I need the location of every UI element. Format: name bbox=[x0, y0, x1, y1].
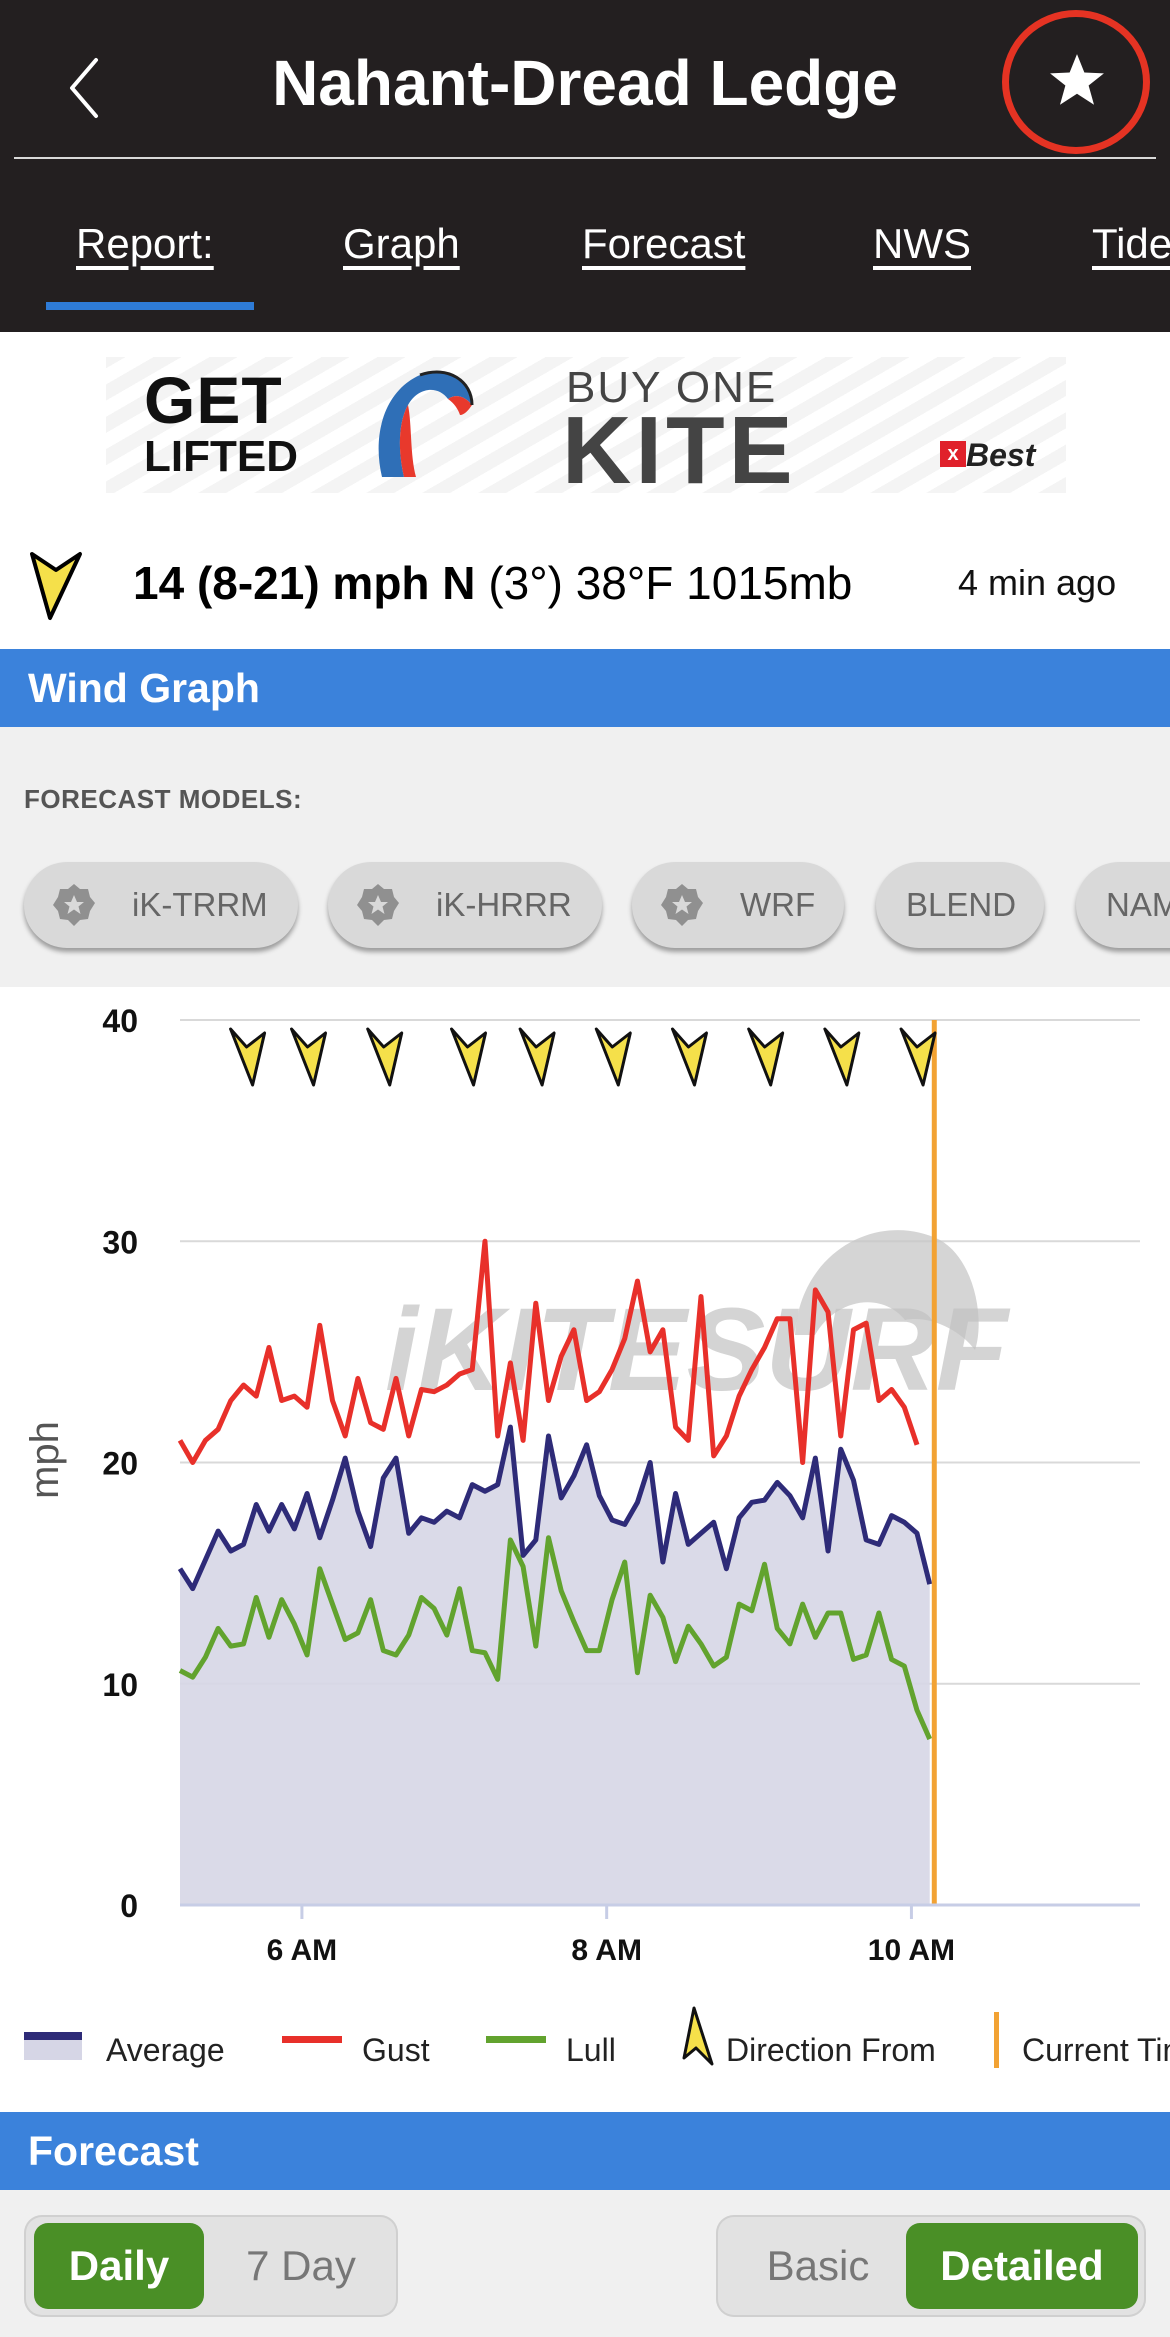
ad-banner[interactable]: GET LIFTED BUY ONE KITE x Best bbox=[106, 357, 1066, 493]
average-swatch bbox=[24, 2040, 82, 2060]
x-axis: 6 AM 8 AM 10 AM bbox=[180, 1903, 1140, 1967]
tab-forecast[interactable]: Forecast bbox=[582, 220, 746, 267]
legend-current-time[interactable]: Current Time bbox=[994, 2012, 1170, 2068]
legend-label: Gust bbox=[362, 2032, 430, 2068]
model-chip-blend[interactable]: BLEND bbox=[876, 862, 1044, 948]
y-tick-label: 30 bbox=[102, 1224, 138, 1260]
wind-speed: 14 (8-21) mph N bbox=[133, 557, 476, 609]
x-tick-label: 6 AM bbox=[267, 1934, 338, 1967]
star-icon bbox=[1050, 54, 1104, 105]
brand-logo: Best bbox=[966, 437, 1036, 473]
active-tab-indicator bbox=[46, 302, 254, 310]
wind-graph-header: Wind Graph bbox=[0, 649, 1170, 727]
header-divider bbox=[14, 157, 1156, 159]
app-header: Nahant-Dread Ledge Report: Graph Forecas… bbox=[0, 0, 1170, 332]
section-title: Forecast bbox=[28, 2128, 199, 2174]
wind-details: (3°) 38°F 1015mb bbox=[488, 557, 853, 609]
legend-label: Current Time bbox=[1022, 2032, 1170, 2068]
badge-star-icon bbox=[357, 884, 399, 926]
direction-arrow bbox=[518, 1027, 556, 1087]
direction-arrow bbox=[670, 1027, 708, 1087]
detail-toggle: Basic Detailed bbox=[716, 2215, 1146, 2317]
series-lines bbox=[177, 1238, 933, 1741]
tab-tide[interactable]: Tide bbox=[1092, 220, 1170, 267]
y-tick-label: 10 bbox=[102, 1667, 138, 1703]
brand-logo-mark: x bbox=[940, 441, 966, 467]
x-tick-label: 8 AM bbox=[571, 1934, 642, 1967]
lull-line bbox=[178, 1535, 933, 1741]
legend-label: Direction From bbox=[726, 2032, 936, 2068]
back-button[interactable] bbox=[52, 48, 124, 128]
legend-label: Average bbox=[106, 2032, 225, 2068]
legend: Average Gust Lull Direction From Current… bbox=[24, 2006, 1170, 2068]
detailed-button[interactable]: Detailed bbox=[906, 2223, 1138, 2309]
gust-line bbox=[282, 2036, 342, 2043]
ad-offer-product: KITE bbox=[562, 397, 797, 494]
current-time-line bbox=[994, 2012, 999, 2068]
chevron-left-icon bbox=[70, 58, 98, 118]
y-tick-label: 0 bbox=[120, 1888, 138, 1924]
direction-arrow bbox=[899, 1027, 937, 1087]
legend-lull[interactable]: Lull bbox=[486, 2032, 616, 2068]
direction-arrow bbox=[823, 1027, 861, 1087]
legend-gust[interactable]: Gust bbox=[282, 2032, 430, 2068]
average-swatch-line bbox=[24, 2032, 82, 2040]
model-chip-nam[interactable]: NAM bbox=[1076, 862, 1170, 948]
direction-arrow bbox=[747, 1027, 785, 1087]
period-toggle: Daily 7 Day bbox=[24, 2215, 398, 2317]
chip-label: WRF bbox=[740, 886, 816, 923]
chip-label: NAM bbox=[1106, 886, 1170, 923]
y-tick-label: 40 bbox=[102, 1003, 138, 1039]
badge-star-icon bbox=[661, 884, 703, 926]
legend-average[interactable]: Average bbox=[24, 2032, 225, 2068]
models-label: FORECAST MODELS: bbox=[24, 784, 303, 814]
y-tick-labels: 0 10 20 30 40 bbox=[102, 1003, 138, 1924]
chip-label: iK-TRRM bbox=[132, 886, 268, 923]
model-chip-ik-trrm[interactable]: iK-TRRM bbox=[24, 862, 298, 948]
model-chip-ik-hrrr[interactable]: iK-HRRR bbox=[328, 862, 602, 948]
x-tick-label: 10 AM bbox=[868, 1934, 955, 1967]
direction-arrow bbox=[594, 1027, 632, 1087]
average-line bbox=[177, 1424, 933, 1592]
legend-direction[interactable]: Direction From bbox=[682, 2006, 936, 2068]
direction-arrow bbox=[229, 1027, 267, 1087]
wind-direction-icon bbox=[30, 552, 82, 620]
page-title: Nahant-Dread Ledge bbox=[272, 47, 898, 119]
tab-report[interactable]: Report: bbox=[76, 220, 214, 267]
y-axis-label: mph bbox=[23, 1421, 67, 1499]
ad-headline: GET bbox=[144, 363, 283, 437]
badge-star-icon bbox=[53, 884, 95, 926]
series-area bbox=[180, 1427, 930, 1905]
model-chip-wrf[interactable]: WRF bbox=[632, 862, 844, 948]
y-tick-label: 20 bbox=[102, 1446, 138, 1482]
kite-icon bbox=[378, 370, 474, 477]
direction-arrow bbox=[290, 1027, 328, 1087]
ad-subheadline: LIFTED bbox=[144, 432, 298, 481]
updated-time: 4 min ago bbox=[958, 562, 1117, 603]
average-area bbox=[180, 1427, 930, 1905]
direction-arrow bbox=[450, 1027, 488, 1087]
forecast-models: FORECAST MODELS: iK-TRRM iK-HRRR WRF BLE… bbox=[0, 727, 1170, 987]
section-title: Wind Graph bbox=[28, 665, 260, 711]
chip-label: iK-HRRR bbox=[436, 886, 572, 923]
direction-arrow bbox=[366, 1027, 404, 1087]
current-conditions: 14 (8-21) mph N (3°) 38°F 1015mb bbox=[133, 550, 852, 616]
lull-line bbox=[486, 2036, 546, 2043]
tab-graph[interactable]: Graph bbox=[343, 220, 460, 267]
legend-label: Lull bbox=[566, 2032, 616, 2068]
direction-arrows bbox=[229, 1027, 937, 1087]
favorite-button[interactable] bbox=[1002, 10, 1150, 154]
direction-arrow-icon bbox=[682, 2006, 714, 2066]
forecast-header: Forecast bbox=[0, 2112, 1170, 2190]
daily-button[interactable]: Daily bbox=[34, 2223, 204, 2309]
gust-line bbox=[177, 1238, 920, 1465]
tab-nws[interactable]: NWS bbox=[873, 220, 971, 267]
ad-offer-line: BUY ONE bbox=[566, 363, 778, 412]
chip-label: BLEND bbox=[906, 886, 1017, 923]
basic-button[interactable]: Basic bbox=[766, 2242, 870, 2289]
seven-day-button[interactable]: 7 Day bbox=[246, 2242, 356, 2289]
forecast-controls: Daily 7 Day Basic Detailed bbox=[0, 2190, 1170, 2337]
